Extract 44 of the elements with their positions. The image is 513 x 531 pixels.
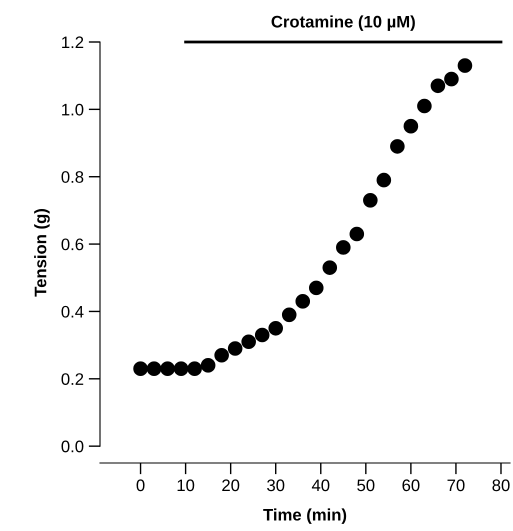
- x-tick-label: 10: [178, 479, 194, 492]
- point: [268, 320, 283, 336]
- point: [160, 361, 175, 376]
- point: [322, 260, 338, 275]
- y-tick-label: 0.6: [62, 238, 84, 250]
- y-tick-label: 1.0: [62, 104, 84, 116]
- point: [363, 193, 378, 208]
- y-tick-label: 0.8: [62, 171, 84, 183]
- point: [336, 240, 351, 255]
- point: [254, 328, 270, 342]
- x-tick-label: 40: [312, 479, 330, 492]
- x-tick-label: 70: [448, 479, 465, 492]
- y-tick-label: 0.0: [62, 440, 84, 452]
- point: [417, 98, 432, 114]
- point: [390, 139, 405, 154]
- point: [308, 280, 324, 296]
- y-tick-label: 0.2: [62, 373, 84, 386]
- y-tick-label: 0.4: [62, 306, 84, 318]
- point: [200, 358, 216, 373]
- x-tick-label: 20: [222, 479, 240, 492]
- point: [133, 361, 148, 376]
- x-tick-label: 80: [492, 479, 510, 492]
- point: [430, 78, 446, 94]
- y-axis-title: Tension (g): [34, 209, 50, 297]
- point: [241, 334, 256, 350]
- x-tick-label: 0: [136, 479, 145, 492]
- point: [376, 172, 392, 188]
- point: [187, 361, 202, 376]
- point: [350, 226, 364, 242]
- point: [146, 361, 162, 376]
- point: [458, 58, 472, 73]
- y-tick-label: 1.2: [62, 36, 84, 48]
- point: [444, 72, 459, 86]
- point: [214, 348, 229, 363]
- point: [404, 118, 418, 134]
- point: [228, 341, 242, 356]
- x-axis-title: Time (min): [263, 508, 346, 524]
- point: [174, 361, 188, 376]
- point: [282, 308, 297, 322]
- point: [295, 294, 310, 309]
- x-tick-label: 30: [267, 479, 284, 492]
- series-label: Crotamine (10 µM): [272, 15, 415, 31]
- x-tick-label: 60: [402, 479, 420, 492]
- x-tick-label: 50: [357, 479, 374, 492]
